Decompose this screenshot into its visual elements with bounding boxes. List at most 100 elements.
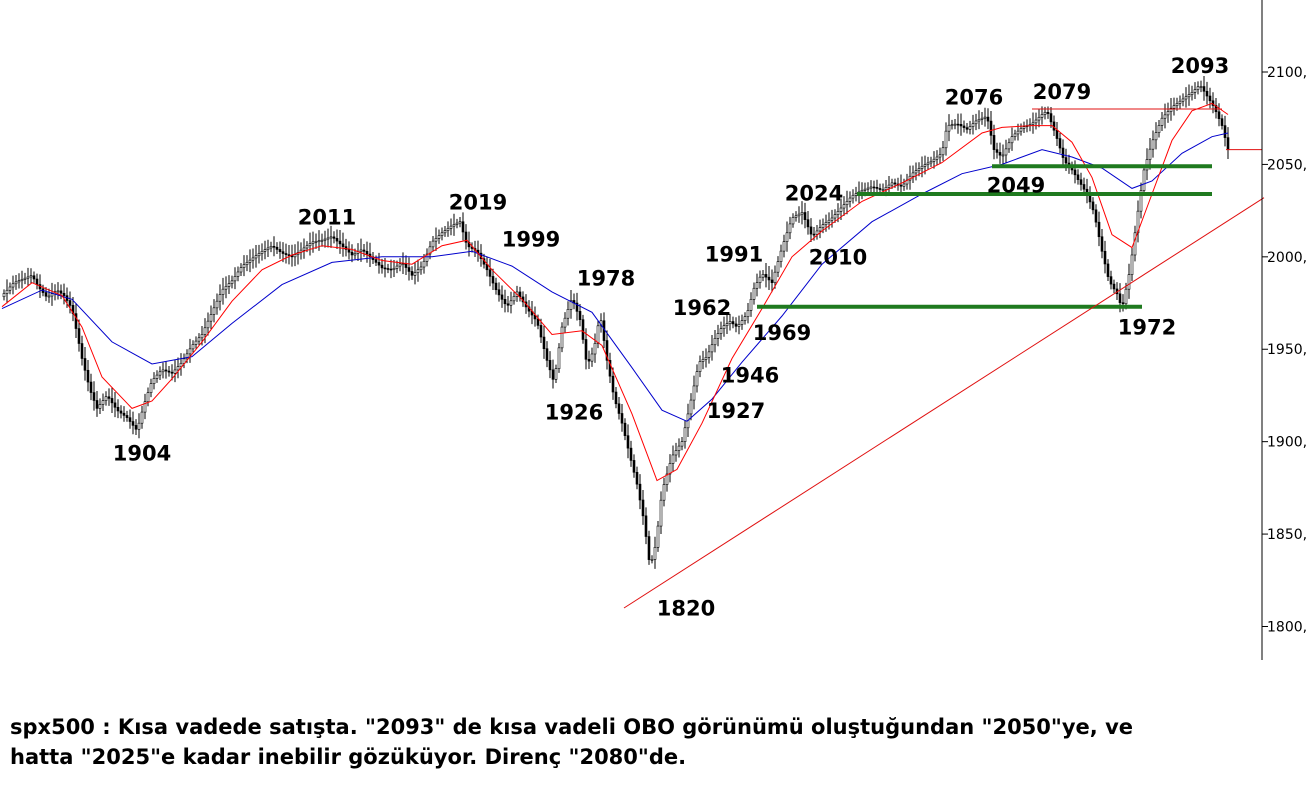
candle bbox=[635, 466, 639, 490]
candle bbox=[167, 366, 171, 377]
candle bbox=[236, 266, 240, 282]
candle-body bbox=[269, 245, 273, 249]
candle bbox=[554, 364, 558, 384]
candle bbox=[386, 263, 390, 274]
candle bbox=[314, 233, 318, 249]
candle bbox=[557, 343, 561, 373]
candle-body bbox=[413, 272, 417, 276]
candle bbox=[149, 378, 153, 398]
candle-body bbox=[341, 243, 345, 247]
candle bbox=[1154, 122, 1158, 150]
candle-body bbox=[50, 293, 54, 297]
candle-body bbox=[431, 240, 435, 248]
candle-body bbox=[449, 225, 453, 229]
candle bbox=[1187, 84, 1191, 106]
candle bbox=[257, 244, 261, 264]
y-axis: 1800, 1850, 1900, 1950, 2000, 2050, 2100, bbox=[1261, 0, 1307, 660]
candle bbox=[131, 411, 135, 435]
candle-body bbox=[899, 184, 903, 187]
candle bbox=[92, 381, 96, 411]
candle bbox=[638, 474, 642, 510]
candle-body bbox=[629, 447, 633, 461]
candle-body bbox=[392, 267, 396, 270]
candle-body bbox=[803, 212, 807, 220]
candle bbox=[359, 238, 363, 262]
level-label: 2049 bbox=[987, 173, 1045, 197]
candle bbox=[785, 221, 789, 252]
candle-body bbox=[593, 343, 597, 355]
candle-body bbox=[569, 300, 573, 310]
candle bbox=[902, 178, 906, 191]
candle-body bbox=[767, 276, 771, 281]
candle bbox=[926, 156, 930, 171]
candle bbox=[5, 279, 9, 304]
candle-body bbox=[689, 399, 693, 415]
candle bbox=[8, 282, 12, 295]
candle-body bbox=[839, 207, 843, 212]
candle-body bbox=[917, 168, 921, 171]
candle-body bbox=[119, 410, 123, 414]
candle bbox=[569, 290, 573, 319]
trendline bbox=[623, 197, 1265, 609]
candle-body bbox=[335, 238, 339, 242]
candle-body bbox=[1037, 116, 1041, 121]
candle bbox=[293, 244, 297, 267]
candle bbox=[1094, 204, 1098, 228]
candle-body bbox=[995, 149, 999, 153]
candle bbox=[848, 191, 852, 208]
candle-body bbox=[1175, 103, 1179, 106]
candle-body bbox=[827, 219, 831, 223]
candle bbox=[1106, 259, 1110, 281]
candle bbox=[536, 314, 540, 330]
candle bbox=[671, 445, 675, 473]
candle-body bbox=[884, 187, 888, 190]
candle-body bbox=[539, 325, 543, 338]
candle-body bbox=[557, 347, 561, 369]
candle bbox=[80, 335, 84, 366]
candle-body bbox=[641, 499, 645, 517]
candle-body bbox=[1202, 86, 1206, 92]
candle bbox=[674, 442, 678, 462]
level-label: 2076 bbox=[945, 85, 1003, 109]
level-label: 2019 bbox=[449, 191, 507, 215]
candle bbox=[596, 320, 600, 349]
candle-body bbox=[1181, 98, 1185, 102]
candle bbox=[905, 173, 909, 190]
candle bbox=[854, 186, 858, 202]
candle-body bbox=[1223, 125, 1227, 138]
candle bbox=[101, 393, 105, 411]
candle bbox=[137, 413, 141, 439]
candle bbox=[740, 314, 744, 330]
level-label: 2010 bbox=[809, 245, 867, 269]
candle bbox=[74, 303, 78, 338]
candle bbox=[23, 272, 27, 285]
candle bbox=[833, 209, 837, 223]
candle-body bbox=[188, 348, 192, 355]
candle bbox=[290, 244, 294, 267]
candle-body bbox=[656, 525, 660, 548]
candle-body bbox=[959, 124, 963, 127]
candle bbox=[287, 244, 291, 265]
candle-body bbox=[620, 413, 624, 424]
candle bbox=[206, 312, 210, 336]
candle-body bbox=[1010, 136, 1014, 144]
candle bbox=[656, 520, 660, 552]
candle bbox=[722, 316, 726, 337]
candle bbox=[89, 373, 93, 401]
candle bbox=[326, 228, 330, 248]
candle-body bbox=[761, 274, 765, 278]
candle-body bbox=[35, 278, 39, 285]
candle bbox=[215, 293, 219, 315]
candle-body bbox=[575, 302, 579, 312]
candle bbox=[476, 240, 480, 262]
candle bbox=[542, 325, 546, 359]
candle-body bbox=[59, 290, 63, 294]
candle-body bbox=[773, 271, 777, 284]
candle-body bbox=[95, 400, 99, 409]
candle-body bbox=[863, 188, 867, 191]
candle bbox=[59, 284, 63, 300]
candle bbox=[269, 241, 273, 253]
candle bbox=[617, 397, 621, 420]
candle-body bbox=[92, 392, 96, 401]
candle bbox=[953, 119, 957, 130]
